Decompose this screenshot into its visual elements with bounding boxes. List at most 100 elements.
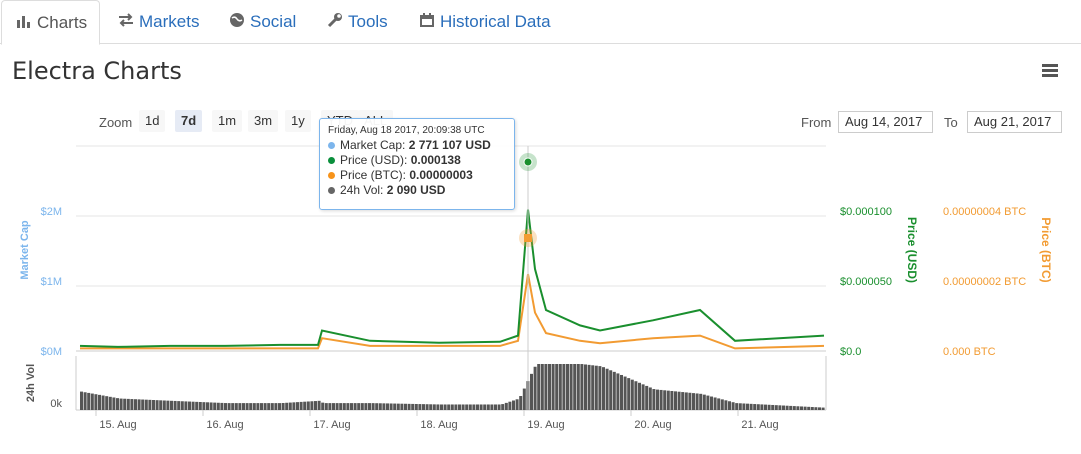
volume-bar <box>450 404 454 410</box>
volume-bar <box>519 396 523 410</box>
wrench-icon <box>327 12 343 33</box>
price-btc-hover-point <box>524 234 532 242</box>
volume-bar <box>162 400 166 410</box>
volume-bar <box>375 403 379 410</box>
volume-bar <box>252 403 256 410</box>
volume-bar <box>396 403 400 410</box>
volume-bar <box>188 401 191 410</box>
volume-bar <box>270 403 274 410</box>
market-cap-tick-label: $2M <box>41 206 62 218</box>
volume-bar <box>364 403 368 410</box>
volume-bar <box>753 404 757 410</box>
volume-bar <box>80 391 83 410</box>
volume-bar <box>314 401 317 410</box>
volume-bar <box>710 396 713 410</box>
volume-bar <box>699 393 703 410</box>
volume-bar <box>324 403 328 410</box>
volume-bar <box>713 397 717 410</box>
volume-bar <box>548 364 551 410</box>
volume-bar <box>281 403 285 410</box>
volume-bar <box>213 402 217 410</box>
volume-bar <box>317 400 321 410</box>
volume-bar <box>353 403 357 410</box>
price-usd-hover-point <box>523 157 533 167</box>
volume-bar <box>285 402 289 410</box>
volume-bar <box>173 400 177 410</box>
tab-tools[interactable]: Tools <box>327 0 388 44</box>
volume-bar <box>159 400 163 410</box>
x-tick-label: 15. Aug <box>99 419 136 431</box>
zoom-1m-button[interactable]: 1m <box>212 110 243 132</box>
volume-bar <box>94 394 98 410</box>
price-btc-line <box>80 273 825 350</box>
tab-social[interactable]: Social <box>229 0 296 44</box>
volume-bar <box>623 376 627 410</box>
volume-bar <box>587 364 591 410</box>
volume-bar <box>134 399 137 410</box>
tooltip-row-market-cap: Market Cap: 2 771 107 USD <box>328 138 506 153</box>
zoom-7d-button[interactable]: 7d <box>175 110 203 132</box>
volume-bar <box>814 407 818 410</box>
volume-bar <box>227 403 231 410</box>
volume-bar <box>389 403 393 410</box>
market-cap-axis-title: Market Cap <box>19 220 31 280</box>
tab-historical-data[interactable]: Historical Data <box>419 0 551 44</box>
tab-historical-data-label: Historical Data <box>440 12 551 31</box>
tab-charts[interactable]: Charts <box>1 0 100 45</box>
volume-bar <box>339 403 343 410</box>
volume-bar <box>148 399 152 410</box>
volume-bar <box>771 404 775 410</box>
volume-bar <box>429 404 433 410</box>
volume-bar <box>540 364 544 410</box>
volume-bar <box>260 403 263 410</box>
zoom-3m-button[interactable]: 3m <box>248 110 279 132</box>
volume-bar <box>566 364 569 410</box>
volume-bar <box>731 402 735 410</box>
volume-bar <box>641 384 645 410</box>
volume-bar <box>576 364 580 410</box>
volume-bar <box>90 393 94 410</box>
volume-bar <box>742 403 746 410</box>
volume-bar <box>335 403 339 410</box>
volume-bar <box>821 407 825 410</box>
zoom-1y-button[interactable]: 1y <box>285 110 311 132</box>
volume-bar <box>562 364 566 410</box>
globe-icon <box>229 12 245 33</box>
volume-bar <box>342 403 346 410</box>
volume-bar <box>432 404 436 410</box>
tab-markets[interactable]: Markets <box>118 0 199 44</box>
volume-bar <box>98 394 101 410</box>
volume-bar <box>267 403 271 410</box>
volume-bar <box>720 399 724 410</box>
volume-bar <box>695 393 699 410</box>
volume-bar <box>274 403 278 410</box>
from-date-input[interactable]: Aug 14, 2017 <box>838 111 933 133</box>
volume-bar <box>422 404 425 410</box>
volume-bar <box>659 389 663 410</box>
volume-bar <box>152 400 155 410</box>
volume-axis-title: 24h Vol <box>25 364 37 402</box>
volume-bar <box>328 403 332 410</box>
volume-bar <box>299 401 303 410</box>
zoom-1d-button[interactable]: 1d <box>139 110 166 132</box>
volume-bar <box>602 367 605 410</box>
volume-bar <box>598 366 602 410</box>
hamburger-menu-icon[interactable] <box>1042 64 1058 78</box>
tooltip-value: 0.00000003 <box>409 168 473 182</box>
volume-bar <box>105 396 109 410</box>
volume-bar <box>537 364 541 410</box>
volume-bar <box>555 364 559 410</box>
volume-bar <box>569 364 573 410</box>
price-btc-tick-label: 0.000 BTC <box>943 346 996 358</box>
zoom-label: Zoom <box>99 115 133 130</box>
volume-bar <box>479 404 483 410</box>
tooltip-label: 24h Vol: <box>340 183 384 197</box>
volume-bar <box>332 403 335 410</box>
market-cap-dot-icon <box>328 142 335 150</box>
volume-bar <box>627 378 631 410</box>
volume-bar <box>663 390 667 410</box>
volume-bar <box>321 402 325 410</box>
volume-bar <box>418 404 422 410</box>
to-date-input[interactable]: Aug 21, 2017 <box>967 111 1062 133</box>
